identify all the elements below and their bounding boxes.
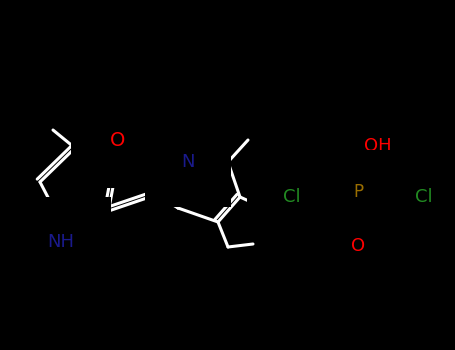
Text: O: O — [351, 237, 365, 255]
Text: NH: NH — [47, 233, 75, 251]
Text: Cl: Cl — [415, 188, 433, 206]
Text: O: O — [110, 131, 126, 149]
Text: N: N — [181, 153, 195, 171]
Text: P: P — [353, 183, 363, 201]
Text: Cl: Cl — [283, 188, 301, 206]
Text: OH: OH — [364, 137, 392, 155]
